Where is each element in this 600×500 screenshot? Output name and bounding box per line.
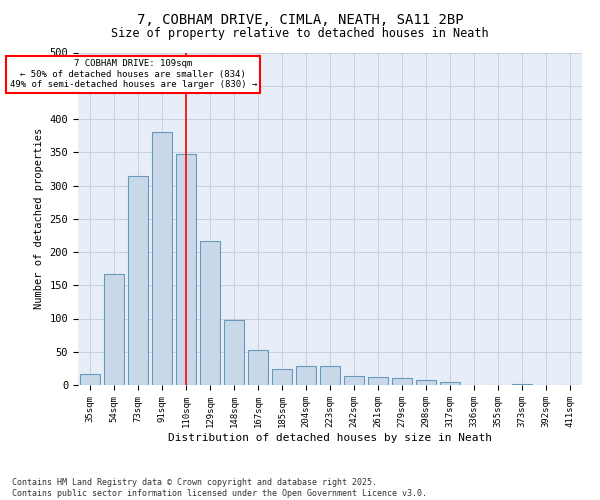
Text: 7, COBHAM DRIVE, CIMLA, NEATH, SA11 2BP: 7, COBHAM DRIVE, CIMLA, NEATH, SA11 2BP (137, 12, 463, 26)
Bar (272, 369, 292, 385)
X-axis label: Distribution of detached houses by size in Neath: Distribution of detached houses by size … (168, 432, 492, 442)
Bar (368, 377, 388, 385)
Bar (344, 376, 364, 385)
Bar (152, 132, 172, 385)
Bar (104, 274, 124, 385)
Bar (392, 378, 412, 385)
Bar (128, 176, 148, 385)
Bar (416, 380, 436, 385)
Text: 7 COBHAM DRIVE: 109sqm
← 50% of detached houses are smaller (834)
49% of semi-de: 7 COBHAM DRIVE: 109sqm ← 50% of detached… (10, 59, 257, 89)
Y-axis label: Number of detached properties: Number of detached properties (34, 128, 44, 310)
Bar (200, 240, 220, 385)
Text: Contains HM Land Registry data © Crown copyright and database right 2025.
Contai: Contains HM Land Registry data © Crown c… (12, 478, 427, 498)
Bar (296, 366, 316, 385)
Bar (320, 366, 340, 385)
Bar (512, 384, 532, 385)
Bar (440, 382, 460, 385)
Text: Size of property relative to detached houses in Neath: Size of property relative to detached ho… (111, 28, 489, 40)
Bar (80, 374, 100, 385)
Bar (224, 320, 244, 385)
Bar (248, 350, 268, 385)
Bar (176, 154, 196, 385)
